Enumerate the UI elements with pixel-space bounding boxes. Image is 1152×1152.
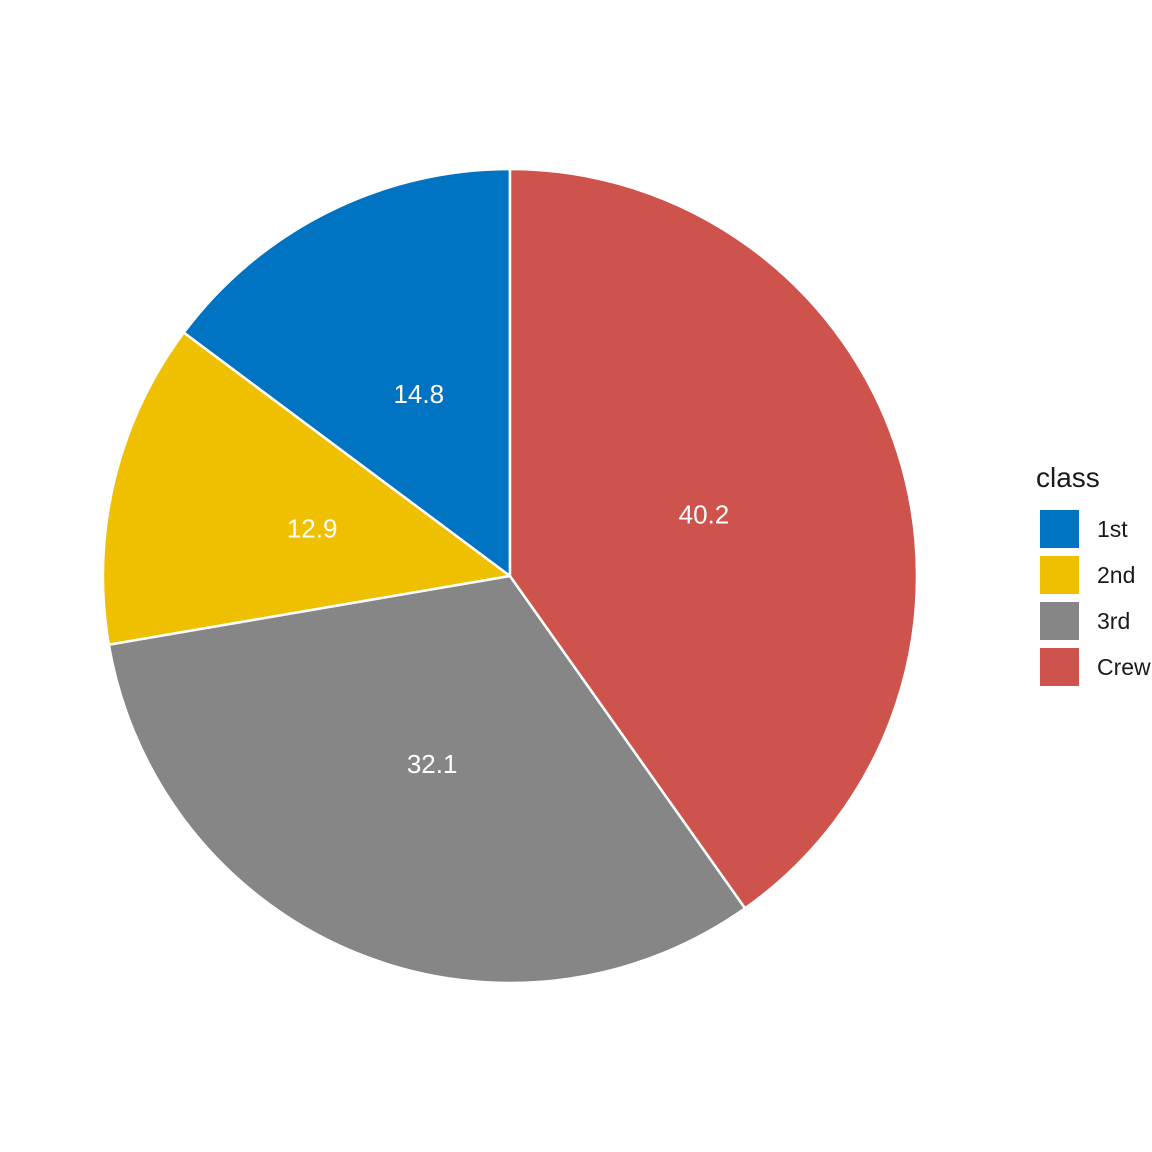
legend-label-crew: Crew xyxy=(1097,654,1151,680)
legend-label-3rd: 3rd xyxy=(1097,608,1130,634)
slice-label-1st: 14.8 xyxy=(393,379,444,409)
legend-label-2nd: 2nd xyxy=(1097,562,1135,588)
legend-label-1st: 1st xyxy=(1097,516,1128,542)
legend-title: class xyxy=(1036,462,1100,493)
pie-slice-2nd xyxy=(101,331,512,646)
legend-swatch-3rd xyxy=(1040,602,1079,640)
legend-swatch-crew xyxy=(1040,648,1079,686)
legend: class 1st 2nd 3rd Crew xyxy=(1036,462,1151,686)
pie-slice-labels: 14.8 12.9 32.1 40.2 xyxy=(287,379,729,779)
legend-items: 1st 2nd 3rd Crew xyxy=(1040,510,1151,686)
pie-slice-crew xyxy=(508,167,919,910)
pie-slice-1st xyxy=(182,167,512,578)
legend-swatch-1st xyxy=(1040,510,1079,548)
slice-label-3rd: 32.1 xyxy=(407,749,458,779)
pie-slices xyxy=(101,167,919,985)
pie-slice-3rd xyxy=(107,574,747,985)
legend-swatch-2nd xyxy=(1040,556,1079,594)
slice-label-2nd: 12.9 xyxy=(287,513,338,543)
slice-label-crew: 40.2 xyxy=(679,499,730,529)
